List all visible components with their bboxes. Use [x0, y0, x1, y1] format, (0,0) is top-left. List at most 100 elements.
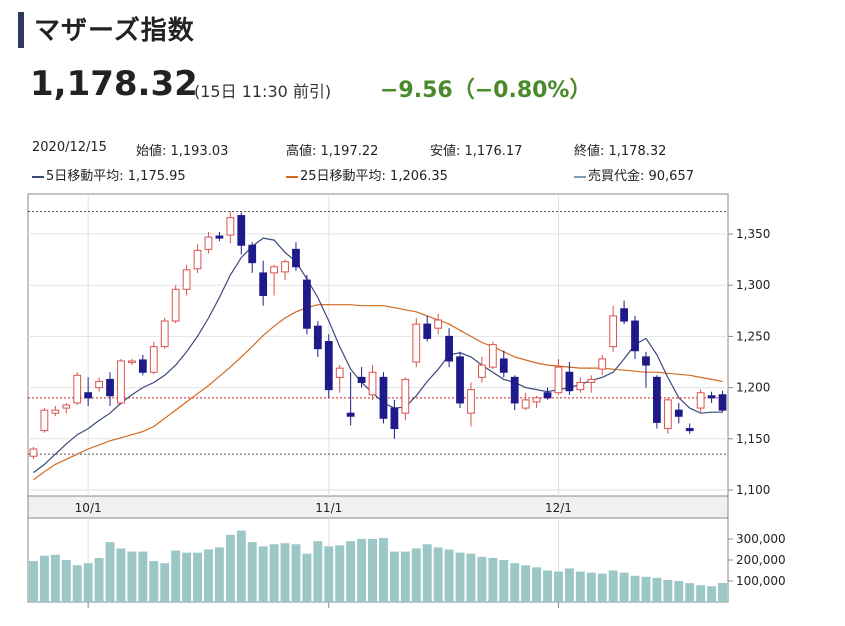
volume-bar — [379, 537, 388, 602]
volume-bar — [619, 572, 629, 602]
volume-bar — [50, 554, 60, 602]
legend-ma25-label: 25日移動平均: 1,206.35 — [300, 169, 448, 184]
candle-up — [554, 366, 563, 394]
candle-up — [281, 261, 289, 273]
volume-bar — [488, 557, 498, 602]
candle-up — [160, 320, 169, 348]
candle-up — [128, 360, 136, 363]
candle-down — [620, 308, 628, 322]
volume-bar — [83, 563, 93, 602]
volume-bar — [608, 570, 618, 602]
candle-up — [193, 249, 202, 270]
volume-bar — [433, 547, 443, 602]
candle-up — [521, 399, 530, 409]
volume-bar — [280, 543, 290, 602]
volume-bar — [411, 548, 421, 602]
legend-ma5: 5日移動平均: 1,175.95 — [32, 165, 186, 184]
candle-down — [674, 409, 683, 417]
legend-volume-label: 売買代金: 90,657 — [588, 169, 694, 184]
candle-up — [696, 392, 705, 409]
candle-down — [445, 335, 453, 362]
volume-bar — [389, 551, 399, 602]
volume-bar — [586, 572, 596, 602]
candle-up — [149, 346, 158, 373]
candle-down — [237, 215, 246, 246]
legend-volume-swatch — [574, 175, 586, 178]
info-high: 高値: 1,197.22 — [286, 144, 379, 159]
candle-up — [587, 378, 596, 383]
volume-bar — [138, 551, 148, 602]
price-change: −9.56（−0.80%） — [380, 78, 592, 103]
volume-bar — [368, 539, 377, 602]
ma5-line — [33, 237, 723, 474]
volume-bar — [94, 557, 104, 602]
volume-bar — [193, 552, 202, 602]
volume-bar — [641, 576, 651, 602]
volume-bar — [204, 549, 213, 602]
candle-down — [303, 279, 311, 329]
price-tick-label: 1,250 — [736, 329, 770, 343]
candle-down — [456, 356, 464, 404]
candle-down — [631, 320, 639, 352]
price-tick-label: 1,100 — [736, 483, 770, 497]
candle-up — [117, 360, 125, 404]
candle-up — [532, 397, 541, 403]
candle-up — [401, 378, 410, 414]
volume-bar — [291, 544, 301, 602]
candle-up — [40, 409, 49, 432]
volume-bar — [116, 548, 126, 602]
candle-up — [204, 236, 213, 250]
price-timestamp: (15日 11:30 前引) — [194, 82, 332, 101]
info-low: 安値: 1,176.17 — [430, 144, 523, 159]
volume-bar — [532, 567, 542, 602]
volume-bar — [444, 549, 454, 602]
candle-down — [543, 392, 552, 399]
candle-down — [510, 376, 519, 404]
volume-bar — [477, 556, 487, 602]
volume-bar — [663, 579, 673, 602]
volume-bar — [313, 541, 323, 602]
volume-bar — [696, 585, 706, 602]
candle-down — [653, 376, 661, 423]
volume-bar — [543, 570, 552, 602]
candle-up — [663, 399, 672, 430]
candle-down — [84, 392, 93, 399]
price-tick-label: 1,150 — [736, 432, 770, 446]
price-tick-label: 1,350 — [736, 227, 770, 241]
candle-down — [685, 428, 694, 432]
volume-bar — [335, 545, 345, 602]
ma25-series — [33, 304, 723, 481]
candle-up — [73, 374, 82, 404]
volume-bar — [575, 571, 585, 602]
candle-up — [576, 381, 585, 391]
volume-bars — [29, 530, 727, 602]
volume-bar — [685, 583, 695, 602]
volume-bar — [127, 551, 137, 602]
candle-down — [423, 323, 432, 339]
price-panel-frame — [27, 193, 729, 497]
volume-bar — [247, 542, 257, 602]
volume-bar — [160, 563, 170, 602]
volume-bar — [258, 546, 268, 602]
volume-bar — [72, 565, 82, 602]
date-tick-label: 10/1 — [75, 501, 102, 515]
candle-up — [598, 358, 607, 370]
candle-up — [171, 288, 180, 322]
volume-bar — [554, 571, 563, 602]
candle-up — [29, 448, 38, 457]
candle-down — [642, 356, 650, 366]
candle-down — [259, 272, 268, 296]
volume-bar — [346, 541, 356, 602]
volume-bar — [597, 573, 607, 602]
candle-down — [390, 407, 399, 430]
volume-bar — [521, 565, 531, 602]
legend-ma25: 25日移動平均: 1,206.35 — [286, 165, 448, 184]
volume-tick-label: 300,000 — [736, 532, 786, 546]
volume-bar — [630, 575, 640, 602]
candle-down — [346, 412, 355, 417]
date-tick-label: 12/1 — [545, 501, 572, 515]
candle-down — [106, 378, 114, 397]
volume-bar — [652, 577, 662, 602]
axis-labels: 1,350 1,300 1,250 1,200 1,150 1,100 10/1 11/1 12… — [75, 227, 786, 588]
volume-bar — [455, 552, 465, 602]
